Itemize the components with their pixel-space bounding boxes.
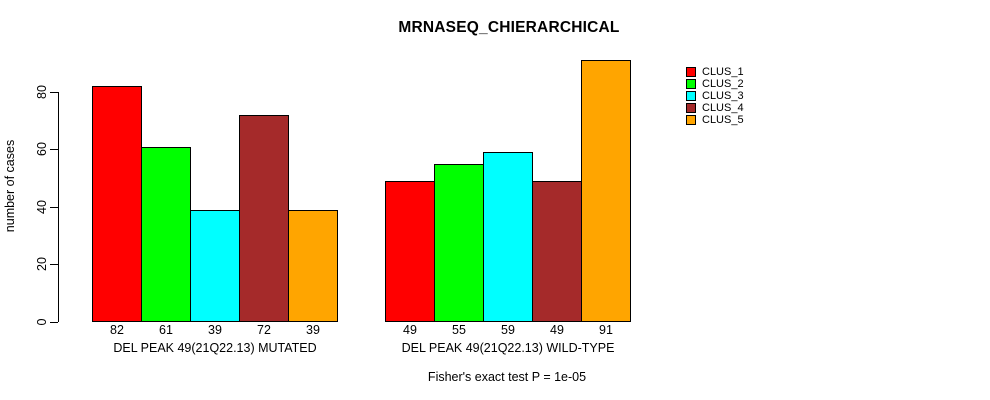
legend-item-clus_4: CLUS_4 (686, 102, 744, 114)
y-axis-tick (50, 149, 58, 150)
legend-label: CLUS_4 (702, 102, 744, 114)
bar-value-label: 39 (306, 323, 320, 337)
bar-value-label: 61 (159, 323, 173, 337)
legend-swatch-clus_4 (686, 103, 696, 113)
category-label: DEL PEAK 49(21Q22.13) MUTATED (113, 341, 317, 355)
y-axis-tick (50, 92, 58, 93)
legend-swatch-clus_3 (686, 91, 696, 101)
bar-clus_1-group1 (92, 86, 142, 322)
chart-title: MRNASEQ_CHIERARCHICAL (398, 19, 620, 36)
bar-value-label: 55 (452, 323, 466, 337)
legend-item-clus_2: CLUS_2 (686, 78, 744, 90)
bar-value-label: 59 (501, 323, 515, 337)
y-axis-tick (50, 264, 58, 265)
legend-label: CLUS_5 (702, 114, 744, 126)
bar-clus_3-group1 (190, 210, 240, 322)
bar-clus_3-group2 (483, 152, 533, 322)
bar-clus_2-group1 (141, 147, 191, 322)
legend-label: CLUS_2 (702, 78, 744, 90)
legend-label: CLUS_1 (702, 66, 744, 78)
legend-label: CLUS_3 (702, 90, 744, 102)
y-axis-tick (50, 207, 58, 208)
bar-value-label: 49 (550, 323, 564, 337)
category-label: DEL PEAK 49(21Q22.13) WILD-TYPE (401, 341, 615, 355)
legend-swatch-clus_2 (686, 79, 696, 89)
bar-clus_4-group2 (532, 181, 582, 322)
bar-value-label: 82 (110, 323, 124, 337)
bar-value-label: 39 (208, 323, 222, 337)
legend-item-clus_3: CLUS_3 (686, 90, 744, 102)
bar-value-label: 91 (599, 323, 613, 337)
bar-value-label: 72 (257, 323, 271, 337)
fisher-test-annotation: Fisher's exact test P = 1e-05 (427, 370, 587, 384)
legend-item-clus_1: CLUS_1 (686, 66, 744, 78)
y-axis-tick (50, 322, 58, 323)
bar-clus_5-group2 (581, 60, 631, 322)
legend-swatch-clus_1 (686, 67, 696, 77)
legend-item-clus_5: CLUS_5 (686, 114, 744, 126)
bar-clus_5-group1 (288, 210, 338, 322)
y-axis-line (58, 92, 59, 322)
bar-value-label: 49 (403, 323, 417, 337)
legend-swatch-clus_5 (686, 115, 696, 125)
